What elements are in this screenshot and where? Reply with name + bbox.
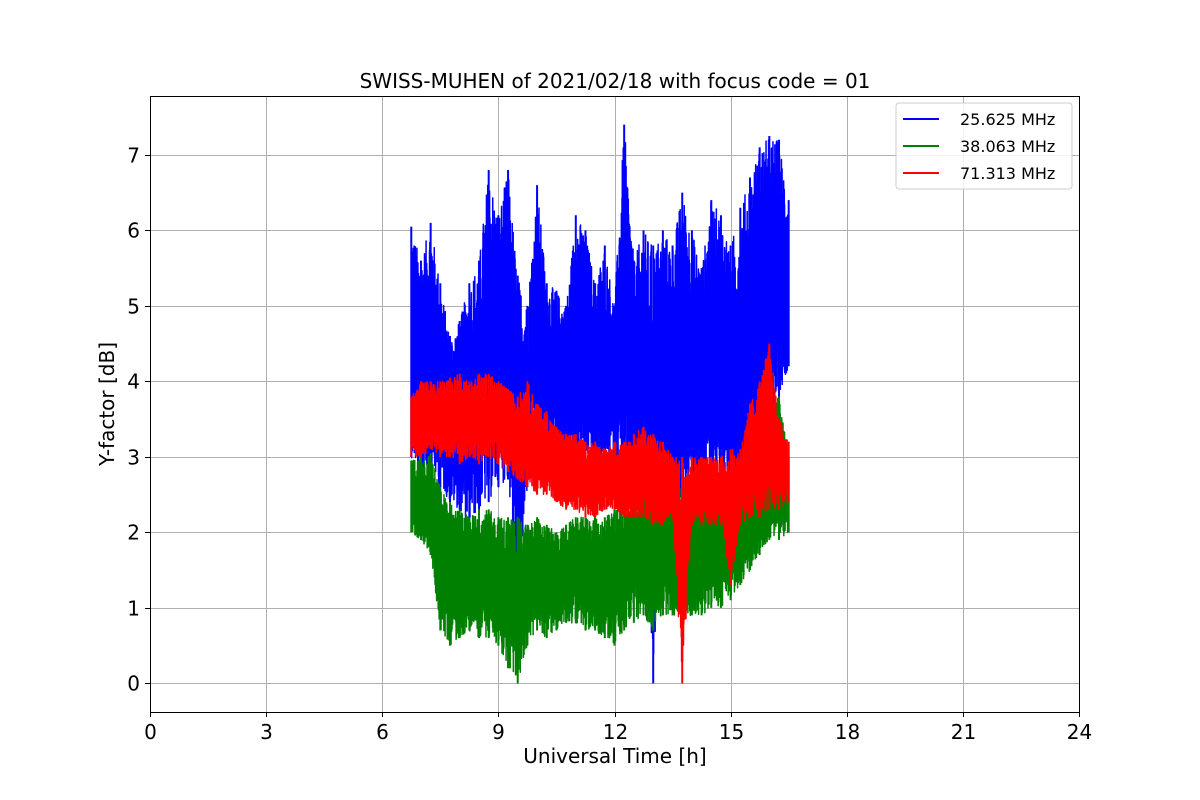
y-tick-label: 3 bbox=[127, 446, 140, 470]
series-layer bbox=[410, 124, 790, 684]
series-line-2 bbox=[410, 345, 790, 678]
series-line-0 bbox=[410, 139, 790, 655]
x-tick-label: 9 bbox=[492, 720, 505, 744]
y-tick-label: 6 bbox=[127, 219, 140, 243]
series-2 bbox=[410, 343, 790, 684]
legend-box bbox=[895, 102, 1073, 190]
legend-label-1: 38.063 MHz bbox=[960, 137, 1055, 156]
y-axis-label: Y-factor [dB] bbox=[95, 342, 119, 467]
y-tick-label: 1 bbox=[127, 597, 140, 621]
x-tick-label: 24 bbox=[1067, 720, 1092, 744]
chart-title: SWISS-MUHEN of 2021/02/18 with focus cod… bbox=[360, 69, 871, 93]
x-tick-label: 12 bbox=[603, 720, 628, 744]
legend-label-2: 71.313 MHz bbox=[960, 164, 1055, 183]
y-tick-label: 5 bbox=[127, 295, 140, 319]
x-axis-label: Universal Time [h] bbox=[523, 744, 706, 768]
x-tick-label: 15 bbox=[719, 720, 744, 744]
legend: 25.625 MHz 38.063 MHz 71.313 MHz bbox=[895, 102, 1073, 190]
y-tick-label: 4 bbox=[127, 370, 140, 394]
legend-label-0: 25.625 MHz bbox=[960, 110, 1055, 129]
y-tick-label: 0 bbox=[127, 672, 140, 696]
x-tick-label: 6 bbox=[376, 720, 389, 744]
x-tick-label: 3 bbox=[260, 720, 273, 744]
y-tick-label: 7 bbox=[127, 144, 140, 168]
x-tick-label: 18 bbox=[835, 720, 860, 744]
x-tick-label: 21 bbox=[951, 720, 976, 744]
y-tick-label: 2 bbox=[127, 521, 140, 545]
x-tick-label: 0 bbox=[144, 720, 157, 744]
